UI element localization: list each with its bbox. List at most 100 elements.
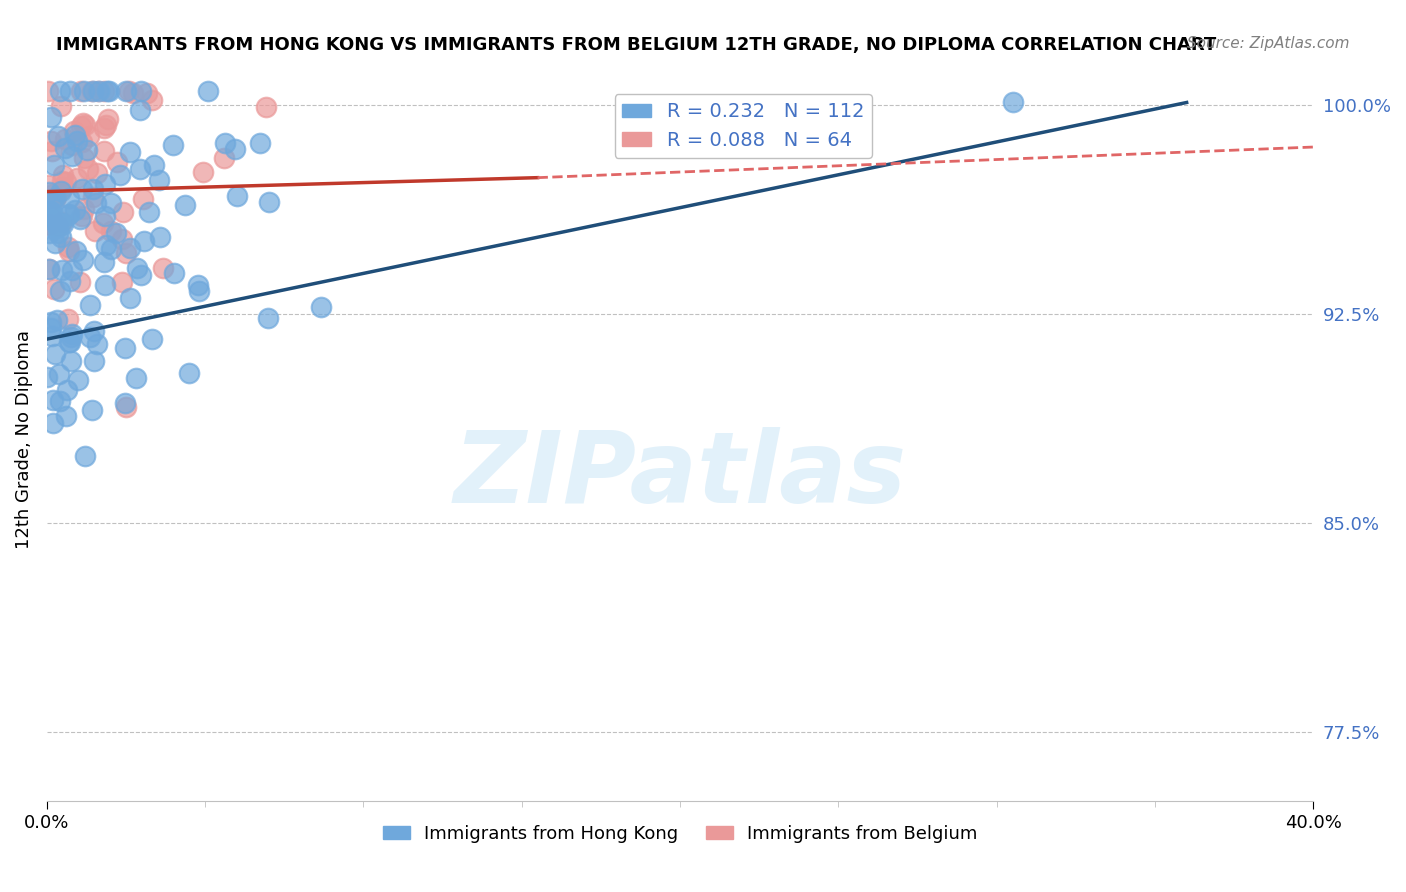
Point: [114, 341, 136, 355]
Point: [96, 84, 118, 98]
Point: [134, 235, 156, 249]
Point: [49, 184, 72, 198]
Point: [118, 241, 141, 255]
Text: IMMIGRANTS FROM HONG KONG VS IMMIGRANTS FROM BELGIUM 12TH GRADE, NO DIPLOMA CORR: IMMIGRANTS FROM HONG KONG VS IMMIGRANTS …: [56, 36, 1216, 54]
Point: [82, 182, 104, 196]
Point: [45, 190, 67, 204]
Point: [96, 119, 118, 133]
Point: [129, 84, 152, 98]
Point: [38, 226, 60, 240]
Point: [311, 300, 333, 314]
Point: [86, 336, 108, 351]
Point: [83, 354, 105, 368]
Point: [84, 223, 107, 237]
Point: [51, 174, 73, 188]
Point: [39, 134, 62, 148]
Point: [37, 84, 59, 98]
Point: [39, 110, 62, 124]
Point: [129, 162, 152, 177]
Point: [56, 240, 79, 254]
Point: [56, 208, 79, 222]
Point: [212, 152, 235, 166]
Point: [44, 191, 66, 205]
Point: [58, 334, 80, 349]
Point: [114, 395, 136, 409]
Point: [82, 84, 104, 98]
Point: [1001, 95, 1024, 110]
Point: [214, 136, 236, 150]
Point: [48, 394, 70, 409]
Point: [97, 84, 120, 98]
Point: [226, 189, 249, 203]
Point: [37, 204, 59, 219]
Point: [45, 218, 67, 232]
Point: [49, 216, 72, 230]
Point: [72, 116, 94, 130]
Point: [69, 211, 91, 226]
Point: [121, 86, 143, 100]
Point: [249, 136, 271, 151]
Point: [197, 84, 219, 98]
Point: [152, 260, 174, 275]
Point: [49, 99, 72, 113]
Point: [46, 128, 69, 143]
Point: [37, 178, 59, 192]
Point: [38, 218, 60, 232]
Point: [73, 151, 96, 165]
Point: [42, 282, 65, 296]
Point: [114, 401, 136, 415]
Point: [118, 84, 141, 98]
Point: [49, 230, 72, 244]
Point: [42, 186, 65, 201]
Point: [39, 321, 62, 335]
Point: [87, 84, 110, 98]
Point: [191, 165, 214, 179]
Point: [65, 134, 87, 148]
Point: [93, 209, 115, 223]
Point: [55, 409, 77, 423]
Point: [55, 132, 77, 146]
Point: [48, 284, 70, 298]
Point: [60, 137, 83, 152]
Point: [72, 253, 94, 268]
Point: [87, 84, 110, 98]
Point: [70, 84, 93, 98]
Point: [93, 84, 115, 98]
Point: [72, 84, 94, 98]
Point: [41, 328, 63, 343]
Point: [58, 191, 80, 205]
Point: [148, 172, 170, 186]
Point: [149, 230, 172, 244]
Point: [187, 284, 209, 298]
Point: [132, 192, 155, 206]
Point: [59, 354, 82, 368]
Point: [93, 255, 115, 269]
Point: [111, 275, 134, 289]
Point: [94, 237, 117, 252]
Point: [83, 324, 105, 338]
Point: [59, 330, 82, 344]
Point: [51, 215, 73, 229]
Point: [257, 311, 280, 326]
Point: [63, 202, 86, 217]
Point: [86, 166, 108, 180]
Point: [108, 168, 131, 182]
Point: [141, 93, 163, 107]
Point: [38, 203, 60, 218]
Point: [56, 384, 79, 398]
Point: [254, 100, 277, 114]
Point: [37, 370, 59, 384]
Point: [39, 211, 62, 225]
Point: [224, 142, 246, 156]
Point: [48, 367, 70, 381]
Point: [93, 121, 115, 136]
Point: [111, 205, 134, 219]
Point: [46, 226, 69, 240]
Point: [42, 416, 65, 430]
Point: [46, 219, 69, 234]
Point: [58, 244, 80, 258]
Point: [63, 128, 86, 143]
Point: [52, 168, 75, 182]
Text: ZIPatlas: ZIPatlas: [454, 427, 907, 524]
Point: [60, 263, 83, 277]
